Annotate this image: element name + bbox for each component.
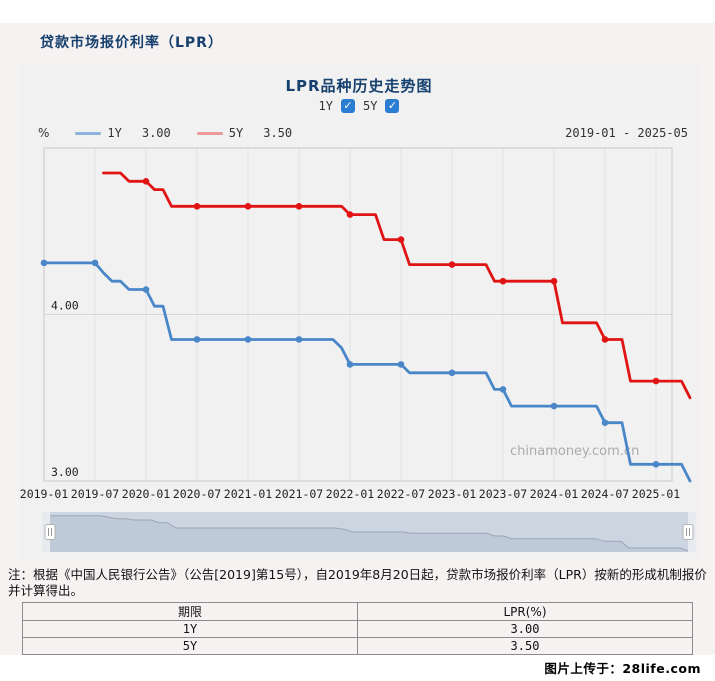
top-bar <box>0 0 715 23</box>
table-header-row: 期限 LPR(%) <box>23 603 693 621</box>
x-axis-tick-label: 2022-07 <box>377 487 426 501</box>
y-axis-tick-label: 3.00 <box>51 465 79 479</box>
1y-data-point[interactable] <box>500 386 507 393</box>
table-cell-1y-rate: 3.00 <box>358 621 693 638</box>
1y-data-point[interactable] <box>143 286 150 293</box>
5y-data-point[interactable] <box>602 336 609 343</box>
table-cell-5y-term: 5Y <box>23 638 358 655</box>
table-header-lpr: LPR(%) <box>358 603 693 621</box>
5y-data-point[interactable] <box>296 203 303 210</box>
1y-data-point[interactable] <box>653 461 660 468</box>
x-axis-tick-label: 2022-01 <box>326 487 375 501</box>
1y-data-point[interactable] <box>449 369 456 376</box>
1y-data-point[interactable] <box>245 336 252 343</box>
y-axis-tick-label: 4.00 <box>51 299 79 313</box>
page-title: 贷款市场报价利率（LPR） <box>40 32 223 52</box>
5y-data-point[interactable] <box>398 236 405 243</box>
1y-data-point[interactable] <box>92 260 99 267</box>
1y-data-point[interactable] <box>347 361 354 368</box>
lpr-history-line-chart: 4.003.00chinamoney.com.cn2019-012019-072… <box>18 65 700 559</box>
5y-data-point[interactable] <box>245 203 252 210</box>
footnote-text: 注：根据《中国人民银行公告》（公告[2019]第15号），自2019年8月20日… <box>8 567 710 599</box>
x-axis-tick-label: 2019-07 <box>71 487 120 501</box>
lpr-chart-panel: LPR品种历史走势图 1Y ✓ 5Y ✓ % 1Y 3.00 5Y 3.50 2… <box>18 65 700 559</box>
datazoom-left-handle[interactable] <box>45 525 55 540</box>
1y-data-point[interactable] <box>41 260 48 267</box>
1y-data-point[interactable] <box>551 403 558 410</box>
table-row-1y: 1Y 3.00 <box>23 621 693 638</box>
1y-data-point[interactable] <box>602 419 609 426</box>
5y-data-point[interactable] <box>347 211 354 218</box>
1y-data-point[interactable] <box>398 361 405 368</box>
1y-data-point[interactable] <box>296 336 303 343</box>
x-axis-tick-label: 2023-07 <box>479 487 528 501</box>
watermark-text: chinamoney.com.cn <box>510 444 639 459</box>
5y-data-point[interactable] <box>194 203 201 210</box>
x-axis-tick-label: 2021-07 <box>275 487 324 501</box>
5y-data-point[interactable] <box>143 178 150 185</box>
5y-data-point[interactable] <box>653 378 660 385</box>
5y-data-point[interactable] <box>449 261 456 268</box>
x-axis-tick-label: 2025-01 <box>632 487 681 501</box>
x-axis-tick-label: 2024-01 <box>530 487 579 501</box>
1y-data-point[interactable] <box>194 336 201 343</box>
image-upload-credit: 图片上传于：28life.com <box>544 658 701 677</box>
table-cell-5y-rate: 3.50 <box>358 638 693 655</box>
5y-data-point[interactable] <box>500 278 507 285</box>
table-header-term: 期限 <box>23 603 358 621</box>
x-axis-tick-label: 2019-01 <box>20 487 69 501</box>
x-axis-tick-label: 2020-01 <box>122 487 171 501</box>
5y-data-point[interactable] <box>551 278 558 285</box>
lpr-summary-table: 期限 LPR(%) 1Y 3.00 5Y 3.50 <box>22 602 693 655</box>
datazoom-right-handle[interactable] <box>683 525 693 540</box>
x-axis-tick-label: 2023-01 <box>428 487 477 501</box>
table-row-5y: 5Y 3.50 <box>23 638 693 655</box>
table-cell-1y-term: 1Y <box>23 621 358 638</box>
x-axis-tick-label: 2020-07 <box>173 487 222 501</box>
x-axis-tick-label: 2021-01 <box>224 487 273 501</box>
x-axis-tick-label: 2024-07 <box>581 487 630 501</box>
